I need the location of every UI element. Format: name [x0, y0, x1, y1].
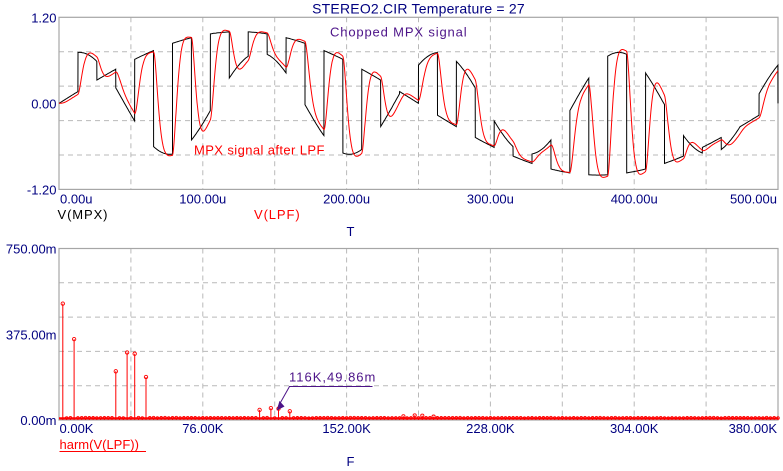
svg-text:Chopped MPX signal: Chopped MPX signal — [330, 25, 467, 40]
svg-text:750.00m: 750.00m — [6, 242, 57, 257]
svg-text:harm(V(LPF)): harm(V(LPF)) — [60, 437, 139, 452]
svg-text:0.00: 0.00 — [31, 96, 56, 111]
svg-text:0.00u: 0.00u — [60, 192, 93, 207]
svg-text:200.00u: 200.00u — [323, 192, 370, 207]
svg-text:-1.20: -1.20 — [27, 182, 57, 197]
svg-text:152.00K: 152.00K — [322, 421, 371, 436]
svg-text:400.00u: 400.00u — [611, 192, 658, 207]
svg-text:228.00K: 228.00K — [466, 421, 515, 436]
svg-text:STEREO2.CIR Temperature = 27: STEREO2.CIR Temperature = 27 — [312, 1, 525, 17]
svg-text:500.00u: 500.00u — [730, 192, 777, 207]
svg-text:MPX signal after LPF: MPX signal after LPF — [194, 143, 325, 158]
svg-text:76.00K: 76.00K — [182, 421, 224, 436]
svg-text:304.00K: 304.00K — [610, 421, 659, 436]
svg-text:0.00K: 0.00K — [60, 421, 94, 436]
svg-text:116K,49.86m: 116K,49.86m — [289, 370, 376, 385]
svg-text:0.00m: 0.00m — [20, 413, 56, 428]
svg-text:T: T — [347, 224, 355, 239]
svg-text:300.00u: 300.00u — [467, 192, 514, 207]
svg-text:100.00u: 100.00u — [179, 192, 226, 207]
svg-text:380.00K: 380.00K — [729, 421, 778, 436]
svg-text:F: F — [347, 454, 355, 469]
svg-text:1.20: 1.20 — [31, 10, 56, 25]
svg-text:V(MPX): V(MPX) — [58, 207, 109, 222]
svg-text:375.00m: 375.00m — [6, 327, 57, 342]
svg-text:V(LPF): V(LPF) — [254, 207, 301, 222]
